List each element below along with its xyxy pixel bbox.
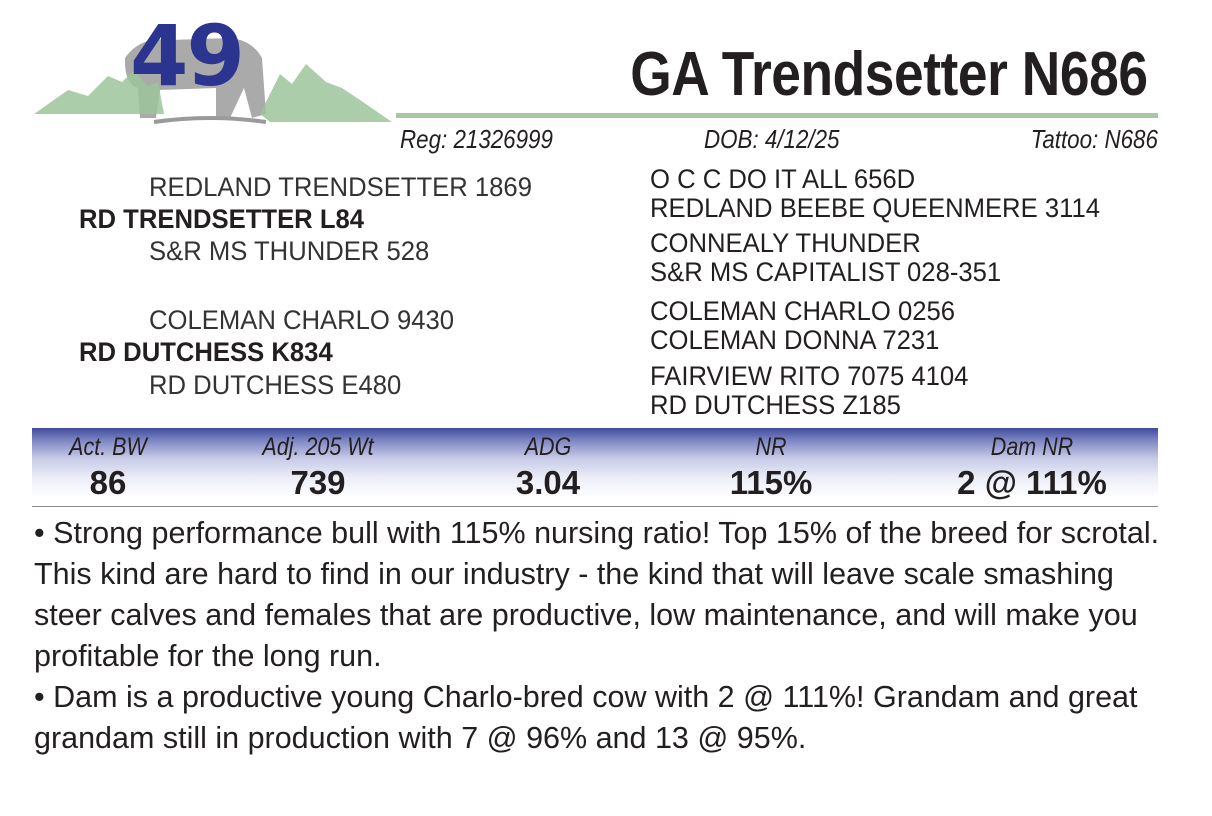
dam-sire-sire: COLEMAN CHARLO 0256 [650, 296, 956, 326]
stat-adg: ADG 3.04 [488, 428, 608, 501]
stat-value: 86 [89, 464, 127, 501]
stat-adj-205-weight: Adj. 205 Wt 739 [228, 428, 408, 501]
header-divider [396, 113, 1158, 118]
registration-number: Reg: 21326999 [400, 124, 553, 154]
stat-value: 3.04 [515, 464, 581, 501]
date-of-birth: DOB: 4/12/25 [704, 124, 840, 154]
stat-label: NR [755, 433, 787, 461]
sire-name: RD TRENDSETTER L84 [79, 204, 365, 234]
sire-dam-sire: CONNEALY THUNDER [650, 228, 921, 258]
mountain-logo-icon [34, 38, 392, 124]
dam-name: RD DUTCHESS K834 [79, 337, 333, 367]
stat-value: 739 [290, 464, 346, 501]
stat-label: Act. BW [69, 433, 147, 461]
stat-label: Dam NR [990, 433, 1074, 461]
stat-nursing-ratio: NR 115% [701, 428, 841, 501]
sire-dam: S&R MS THUNDER 528 [149, 236, 430, 266]
animal-name-title: GA Trendsetter N686 [630, 40, 1149, 109]
sire-sire-dam: REDLAND BEEBE QUEENMERE 3114 [650, 193, 1100, 223]
stat-value: 2 @ 111% [957, 464, 1107, 501]
stat-value: 115% [729, 464, 813, 501]
dam-sire: COLEMAN CHARLO 9430 [149, 305, 455, 335]
dam-dam: RD DUTCHESS E480 [149, 370, 402, 400]
comment-paragraph: • Strong performance bull with 115% nurs… [34, 516, 1160, 673]
stat-label: ADG [524, 433, 572, 461]
stat-birth-weight: Act. BW 86 [48, 428, 168, 501]
tattoo: Tattoo: N686 [1030, 124, 1158, 154]
lot-comments: • Strong performance bull with 115% nurs… [34, 513, 1184, 759]
lot-number: 49 [130, 7, 245, 105]
stat-label: Adj. 205 Wt [262, 433, 374, 461]
dam-dam-dam: RD DUTCHESS Z185 [650, 390, 901, 420]
sire-sire: REDLAND TRENDSETTER 1869 [149, 172, 532, 202]
dam-dam-sire: FAIRVIEW RITO 7075 4104 [650, 361, 969, 391]
performance-stats: Act. BW 86 Adj. 205 Wt 739 ADG 3.04 NR 1… [32, 428, 1158, 507]
dam-sire-dam: COLEMAN DONNA 7231 [650, 325, 940, 355]
stat-dam-nursing-ratio: Dam NR 2 @ 111% [932, 428, 1132, 501]
comment-paragraph: • Dam is a productive young Charlo-bred … [34, 680, 1138, 755]
sire-dam-dam: S&R MS CAPITALIST 028-351 [650, 257, 1002, 287]
sire-sire-sire: O C C DO IT ALL 656D [650, 164, 916, 194]
